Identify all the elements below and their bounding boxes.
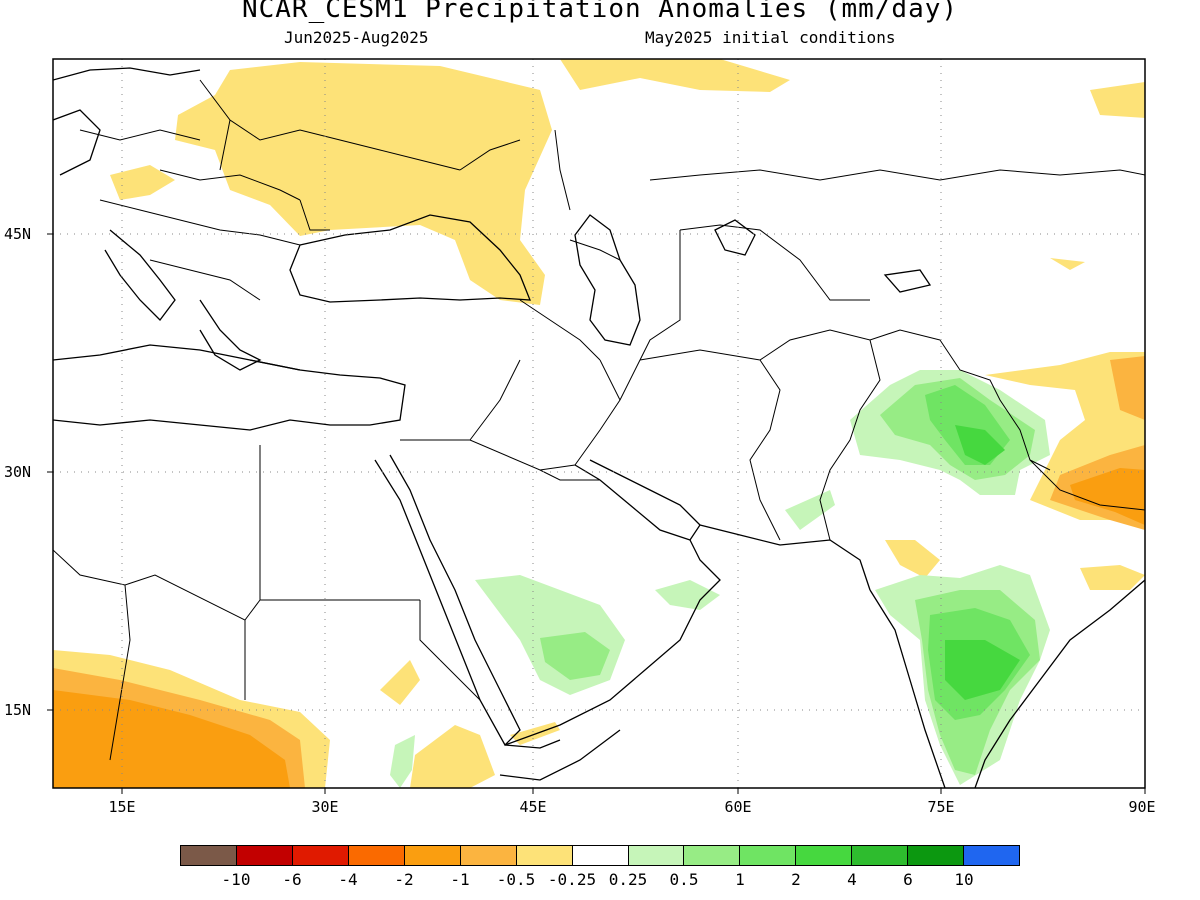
wet-region-punjab-core [955, 425, 1005, 465]
colorbar-swatch [572, 846, 629, 865]
coastline-turkey-south [249, 359, 301, 371]
wet-region-east-africa [390, 735, 415, 788]
coastline-iran-pakistan [699, 524, 871, 591]
wet-region-sindh [785, 490, 835, 530]
coastline-red-sea [374, 454, 521, 747]
wet-region-oman [655, 580, 720, 610]
dry-region-north-russia [560, 59, 790, 92]
colorbar-swatch [460, 846, 517, 865]
dry-region-india-central [885, 540, 940, 578]
initial-conditions-label: May2025 initial conditions [645, 28, 896, 47]
colorbar-label: -1 [450, 870, 470, 889]
colorbar-swatch [181, 846, 237, 865]
dry-region-sahel-core [53, 690, 290, 788]
lon-label-60e: 60E [724, 798, 752, 816]
coastline-arabian-peninsula [504, 539, 721, 746]
wet-region-arabia-core [540, 632, 610, 680]
colorbar-label: 0.5 [669, 870, 699, 889]
colorbar-label: -2 [394, 870, 414, 889]
coastline-balkhash [883, 269, 932, 293]
country-borders [53, 79, 1145, 761]
colorbar-swatch [964, 846, 1020, 865]
colorbar-label: 6 [903, 870, 913, 889]
colorbar-label: 4 [847, 870, 857, 889]
colorbar-swatch [236, 846, 293, 865]
coastline-gulf-aden [499, 729, 621, 781]
coastline-northern-europe [53, 109, 101, 176]
colorbar-swatch [404, 846, 461, 865]
lon-label-75e: 75E [927, 798, 955, 816]
coastline-baltic [53, 67, 201, 81]
axis-ticks [47, 233, 1146, 794]
colorbar-swatch [908, 846, 965, 865]
dry-region-kazakhstan-spot [1050, 258, 1085, 270]
lat-label-30n: 30N [4, 463, 32, 481]
wet-region-india-core [945, 640, 1020, 700]
coastline-italy [104, 229, 176, 321]
colorbar-label: -0.5 [496, 870, 536, 889]
colorbar-label: -0.25 [547, 870, 597, 889]
colorbar-swatch [348, 846, 405, 865]
chart-title: NCAR_CESM1 Precipitation Anomalies (mm/d… [241, 0, 959, 24]
colorbar-label: 2 [791, 870, 801, 889]
colorbar-label: 1 [735, 870, 745, 889]
anomaly-shading [53, 59, 1145, 788]
colorbar-swatch [852, 846, 909, 865]
colorbar-swatch [292, 846, 349, 865]
coastline-mediterranean [53, 344, 406, 431]
dry-region-ethiopia [380, 660, 420, 705]
coastline-caspian [574, 214, 641, 346]
dry-region-eastern-europe [175, 62, 552, 305]
lon-label-30e: 30E [311, 798, 339, 816]
coastline-horn-africa [504, 739, 561, 749]
colorbar-label: 0.25 [608, 870, 648, 889]
coastline-india-east [974, 579, 1145, 788]
dry-region-horn [410, 725, 495, 788]
dry-region-bay-bengal [1080, 565, 1145, 590]
dry-region-tibet-north [1110, 356, 1145, 420]
coastline-black-sea [289, 214, 531, 303]
dry-region-nepal-core [1070, 468, 1145, 525]
colorbar-swatch [628, 846, 685, 865]
coastline-persian-gulf [574, 459, 701, 541]
map-frame [52, 58, 1146, 789]
coastline-greece [199, 299, 262, 371]
lon-label-15e: 15E [108, 798, 136, 816]
colorbar-label: -4 [338, 870, 358, 889]
colorbar-label: -6 [282, 870, 302, 889]
colorbar-swatch [796, 846, 853, 865]
lat-label-15n: 15N [4, 701, 32, 719]
coastline-india-west [869, 589, 946, 788]
colorbar-swatch [516, 846, 573, 865]
coastlines-and-borders [53, 67, 1145, 788]
colorbar-swatch [684, 846, 741, 865]
season-label: Jun2025-Aug2025 [284, 28, 429, 47]
graticule [53, 59, 1145, 788]
lon-label-45e: 45E [519, 798, 547, 816]
colorbar-label: -10 [221, 870, 251, 889]
lat-label-45n: 45N [4, 225, 32, 243]
dry-region-north-far-east [1090, 82, 1145, 118]
coastline-aral [714, 219, 756, 256]
colorbar-label: 10 [954, 870, 974, 889]
colorbar-swatch [740, 846, 797, 865]
colorbar [180, 845, 1020, 866]
dry-region-central-europe [110, 165, 175, 200]
lon-label-90e: 90E [1128, 798, 1156, 816]
